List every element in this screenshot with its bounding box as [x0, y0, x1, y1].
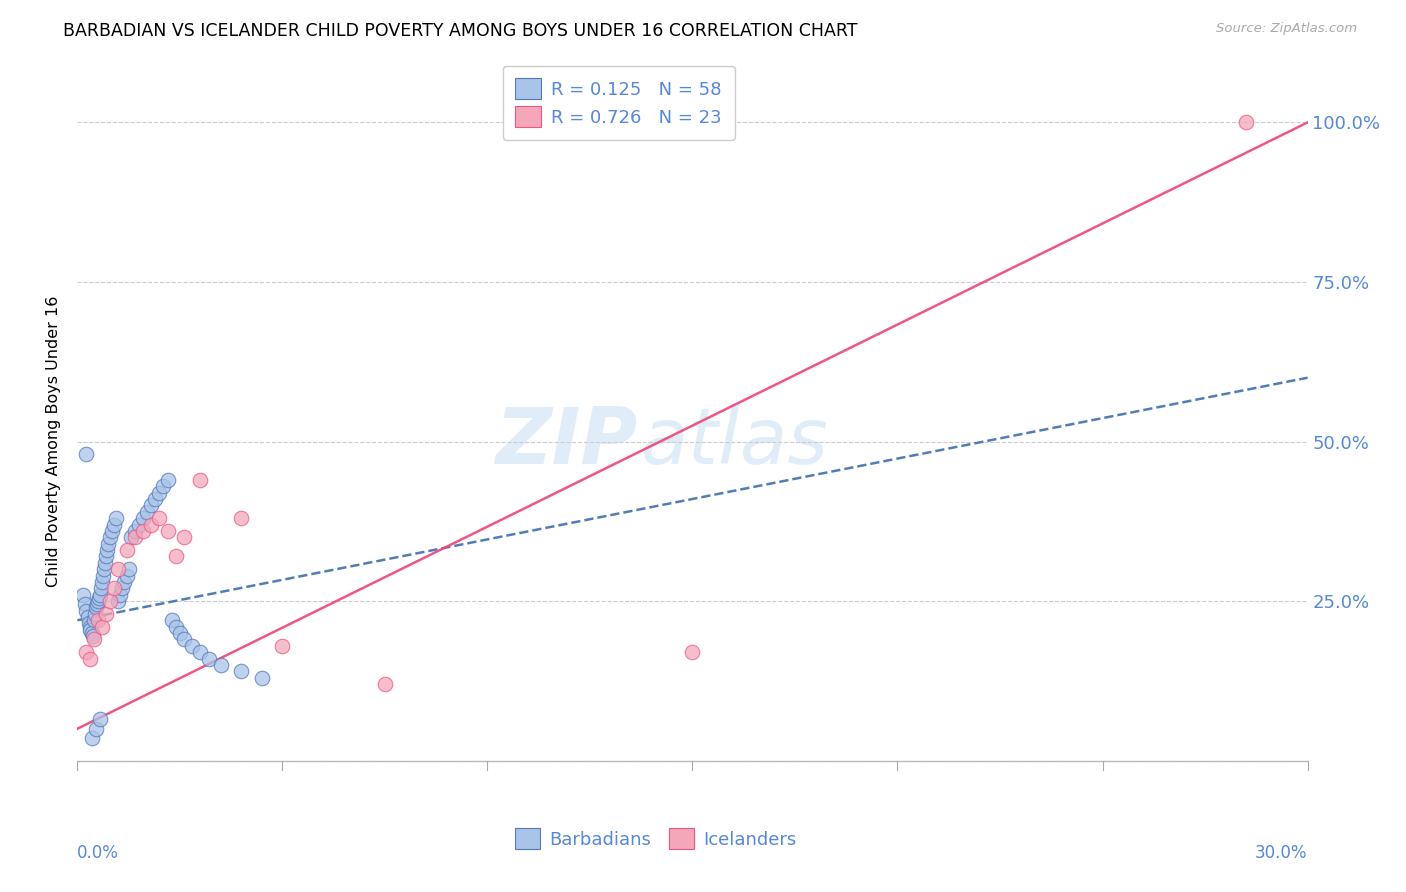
Point	[231, 511, 253, 525]
Point	[169, 626, 191, 640]
Point	[87, 594, 110, 608]
Point	[1234, 115, 1257, 129]
Point	[103, 582, 125, 596]
Point	[271, 639, 294, 653]
Point	[165, 549, 187, 564]
Point	[181, 639, 204, 653]
Point	[141, 517, 163, 532]
Point	[132, 524, 155, 538]
Point	[90, 619, 114, 633]
Point	[89, 712, 111, 726]
Point	[98, 594, 121, 608]
Point	[93, 562, 115, 576]
Point	[128, 517, 150, 532]
Point	[148, 485, 170, 500]
Text: ZIP: ZIP	[495, 403, 637, 480]
Point	[76, 610, 98, 624]
Point	[75, 604, 97, 618]
Y-axis label: Child Poverty Among Boys Under 16: Child Poverty Among Boys Under 16	[46, 296, 62, 587]
Point	[72, 588, 94, 602]
Point	[148, 511, 170, 525]
Text: atlas: atlas	[641, 403, 828, 480]
Point	[110, 588, 132, 602]
Point	[107, 594, 129, 608]
Point	[107, 562, 129, 576]
Legend: Barbadians, Icelanders: Barbadians, Icelanders	[506, 820, 806, 858]
Point	[79, 619, 101, 633]
Point	[156, 524, 179, 538]
Point	[87, 591, 110, 605]
Text: 30.0%: 30.0%	[1256, 844, 1308, 862]
Point	[82, 629, 104, 643]
Point	[91, 568, 114, 582]
Point	[83, 632, 105, 647]
Point	[94, 607, 117, 621]
Point	[89, 588, 111, 602]
Point	[115, 568, 138, 582]
Point	[79, 623, 101, 637]
Point	[105, 511, 128, 525]
Point	[96, 543, 118, 558]
Point	[90, 582, 112, 596]
Point	[77, 616, 100, 631]
Point	[83, 607, 105, 621]
Point	[173, 632, 195, 647]
Point	[374, 677, 396, 691]
Point	[98, 530, 121, 544]
Point	[173, 530, 195, 544]
Point	[188, 473, 212, 487]
Point	[152, 479, 174, 493]
Point	[160, 613, 183, 627]
Point	[111, 582, 134, 596]
Point	[250, 671, 273, 685]
Text: Source: ZipAtlas.com: Source: ZipAtlas.com	[1216, 22, 1357, 36]
Point	[75, 447, 97, 461]
Point	[101, 524, 124, 538]
Point	[84, 600, 107, 615]
Point	[188, 645, 212, 659]
Point	[141, 499, 163, 513]
Point	[86, 597, 108, 611]
Text: BARBADIAN VS ICELANDER CHILD POVERTY AMONG BOYS UNDER 16 CORRELATION CHART: BARBADIAN VS ICELANDER CHILD POVERTY AMO…	[63, 22, 858, 40]
Point	[124, 524, 146, 538]
Point	[87, 613, 110, 627]
Point	[79, 651, 101, 665]
Point	[682, 645, 704, 659]
Point	[124, 530, 146, 544]
Point	[94, 556, 117, 570]
Point	[136, 505, 159, 519]
Point	[90, 574, 114, 589]
Point	[115, 543, 138, 558]
Point	[103, 517, 125, 532]
Text: 0.0%: 0.0%	[77, 844, 120, 862]
Point	[80, 626, 103, 640]
Point	[94, 549, 117, 564]
Point	[209, 657, 232, 672]
Point	[75, 645, 97, 659]
Point	[156, 473, 179, 487]
Point	[73, 597, 96, 611]
Point	[84, 722, 107, 736]
Point	[132, 511, 155, 525]
Point	[97, 536, 120, 550]
Point	[117, 562, 139, 576]
Point	[197, 651, 219, 665]
Point	[83, 613, 105, 627]
Point	[120, 530, 142, 544]
Point	[80, 731, 103, 746]
Point	[231, 665, 253, 679]
Point	[114, 574, 136, 589]
Point	[165, 619, 187, 633]
Point	[143, 491, 166, 506]
